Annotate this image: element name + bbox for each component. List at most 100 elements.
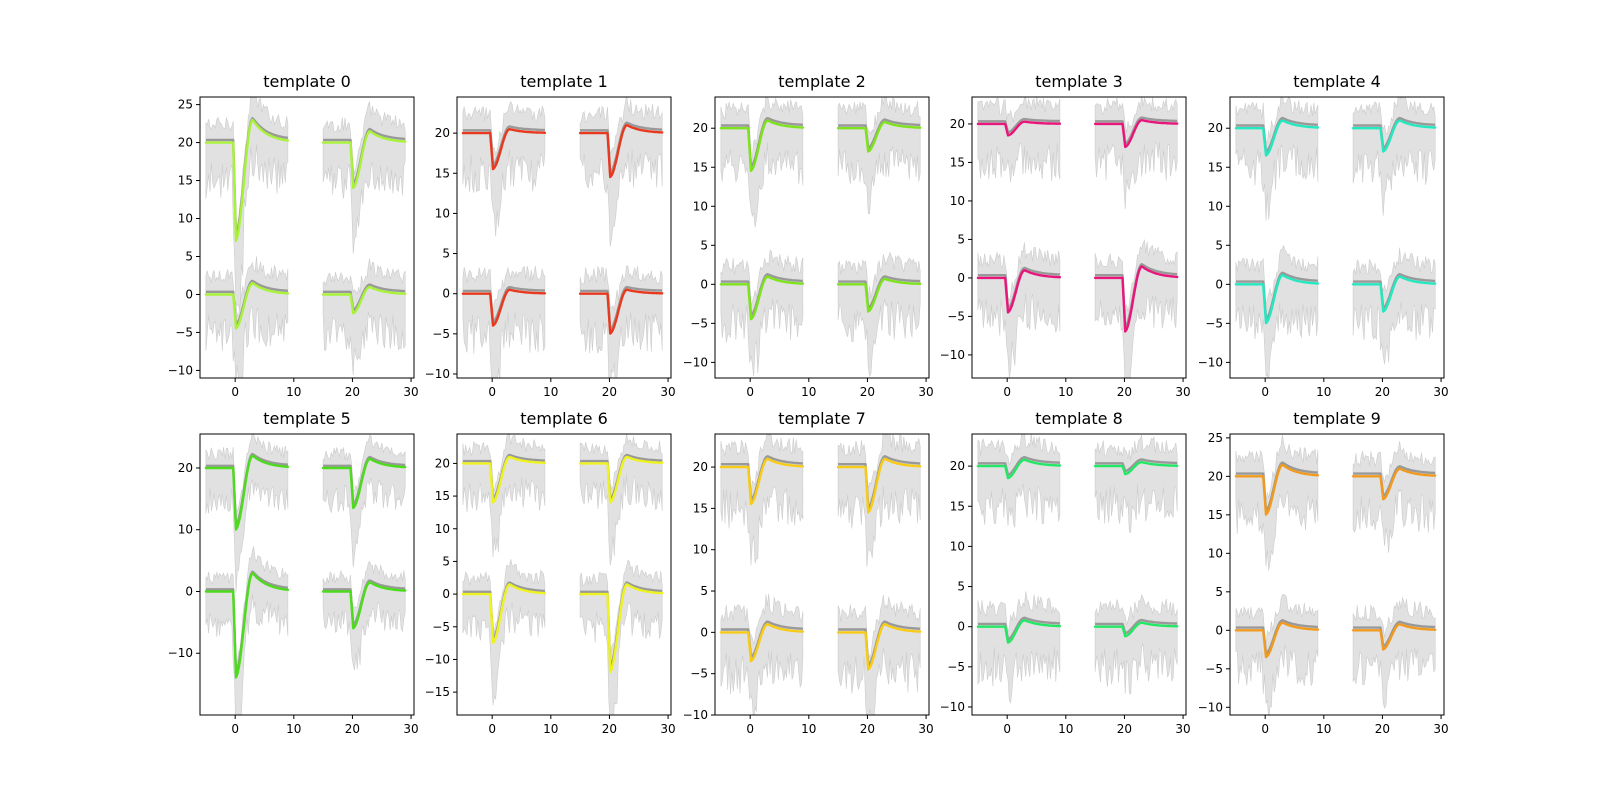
template-line [204,118,290,242]
y-tick-label: −10 [1198,700,1223,714]
spread-band [579,97,663,247]
y-tick-label: 10 [1208,546,1223,560]
spread-band [720,249,804,377]
spread-band [720,97,804,228]
y-tick-label: −5 [432,620,450,634]
plot-area [976,434,1179,704]
x-tick-label: 20 [602,385,617,399]
spread-band [462,100,546,237]
spread-band [579,434,663,566]
spread-band [977,434,1061,528]
x-tick-label: 30 [403,722,418,736]
panel-9: 0 10 20 30 25 20 15 10 5 0 −5 −10 template 9 [1198,409,1449,736]
y-tick-label: 15 [693,501,708,515]
y-tick-label: 15 [435,489,450,503]
spread-band [977,97,1061,183]
panel-title: template 9 [1293,409,1381,428]
axes-frame [456,96,672,379]
template-line [836,457,922,514]
y-tick-label: 20 [693,121,708,135]
template-line [976,619,1062,644]
x-tick-label: 20 [1375,385,1390,399]
y-tick-label: −10 [940,348,965,362]
x-tick-label: 10 [543,722,558,736]
template-line [578,123,664,179]
template-line [836,622,922,671]
spread-band [720,593,804,715]
x-tick-label: 20 [345,722,360,736]
y-tick-label: 10 [435,206,450,220]
x-tick-label: 0 [488,385,496,399]
y-tick-label: −5 [947,660,965,674]
y-tick-label: 5 [957,580,965,594]
x-tick-label: 30 [660,722,675,736]
spread-band [579,265,663,378]
y-tick-label: 25 [178,98,193,112]
x-tick-label: 20 [345,385,360,399]
template-line [1351,467,1437,501]
spread-band [462,559,546,706]
axes-frame [714,433,930,716]
y-tick-label: −5 [175,325,193,339]
y-tick-label: 0 [442,287,450,301]
y-tick-label: 10 [435,522,450,536]
y-tick-label: −5 [1205,662,1223,676]
y-tick-label: 20 [178,461,193,475]
x-tick-label: 10 [801,722,816,736]
y-tick-label: −5 [947,309,965,323]
axes-frame [456,433,672,716]
y-tick-label: 5 [957,232,965,246]
y-tick-label: 5 [442,554,450,568]
panel-7: 0 10 20 30 20 15 10 5 0 −5 −10 template 7 [683,409,934,736]
x-tick-label: 20 [602,722,617,736]
spread-band [1352,97,1436,216]
x-tick-label: 20 [860,385,875,399]
spread-band [837,434,921,567]
plot-area [719,434,922,715]
x-tick-label: 0 [1261,722,1269,736]
spread-band [1235,434,1319,571]
panel-title: template 8 [1035,409,1123,428]
axes-frame [1229,433,1445,716]
y-tick-label: 15 [435,166,450,180]
spread-band [322,561,406,671]
y-tick-label: 20 [178,136,193,150]
spread-band [1094,593,1178,695]
spread-band [322,434,406,568]
panel-0: 0 10 20 30 25 20 15 10 5 0 −5 −10 template 0 [168,72,419,399]
y-tick-label: −10 [683,355,708,369]
plot-area [976,97,1179,378]
axes-frame [714,96,930,379]
panel-5: 0 10 20 30 20 10 0 −10 template 5 [168,409,419,736]
spread-band [205,434,289,593]
template-line [836,277,922,313]
x-tick-label: 30 [660,385,675,399]
y-tick-label: 20 [1208,469,1223,483]
mean-line [1095,618,1178,635]
x-tick-label: 10 [1058,722,1073,736]
mean-line [977,616,1060,641]
template-line [461,455,547,504]
spread-band [1235,97,1319,221]
panel-6: 0 10 20 30 20 15 10 5 0 −5 −10 −15 template 6 [425,409,676,736]
spread-band [1352,596,1436,709]
plot-area [1234,97,1437,378]
spread-band [322,100,406,254]
panel-title: template 7 [778,409,866,428]
x-tick-label: 10 [1316,722,1331,736]
y-tick-label: −10 [683,708,708,722]
y-tick-label: −5 [690,667,708,681]
template-line [461,127,547,171]
y-tick-label: 15 [950,155,965,169]
y-tick-label: 20 [950,459,965,473]
x-tick-label: 30 [1175,722,1190,736]
y-tick-label: −5 [432,327,450,341]
x-tick-label: 0 [1003,385,1011,399]
template-line [1093,118,1179,149]
x-tick-label: 10 [286,722,301,736]
template-line [1093,621,1179,638]
panel-title: template 1 [520,72,608,91]
x-tick-label: 0 [746,722,754,736]
template-line [719,457,805,506]
y-tick-label: 0 [700,277,708,291]
